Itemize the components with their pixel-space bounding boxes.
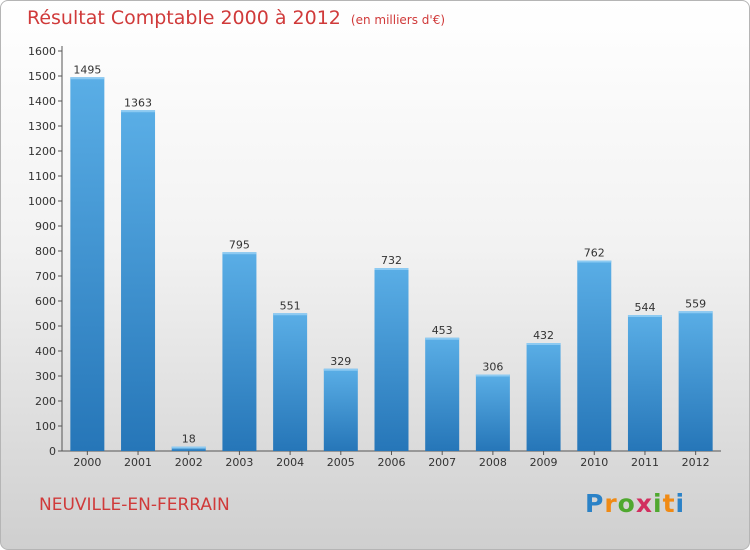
y-tick-label: 800 bbox=[35, 245, 56, 258]
bar-highlight bbox=[70, 77, 105, 80]
data-label: 18 bbox=[182, 433, 196, 446]
data-label: 1495 bbox=[73, 63, 101, 76]
x-tick-label: 2004 bbox=[276, 456, 304, 469]
bar-highlight bbox=[222, 252, 257, 255]
x-tick-label: 2009 bbox=[530, 456, 558, 469]
data-label: 732 bbox=[381, 254, 402, 267]
bar bbox=[273, 313, 308, 451]
x-tick-label: 2012 bbox=[682, 456, 710, 469]
y-tick-label: 700 bbox=[35, 270, 56, 283]
x-tick-label: 2000 bbox=[73, 456, 101, 469]
data-label: 551 bbox=[280, 299, 301, 312]
x-tick-label: 2011 bbox=[631, 456, 659, 469]
bar bbox=[526, 343, 561, 451]
y-tick-label: 300 bbox=[35, 370, 56, 383]
y-tick-label: 1300 bbox=[28, 120, 56, 133]
y-tick-label: 900 bbox=[35, 220, 56, 233]
bar bbox=[374, 268, 409, 451]
y-tick-label: 1100 bbox=[28, 170, 56, 183]
data-label: 432 bbox=[533, 329, 554, 342]
bar bbox=[577, 260, 612, 451]
bar bbox=[121, 110, 156, 451]
chart-title: Résultat Comptable 2000 à 2012 (en millie… bbox=[27, 7, 445, 29]
bar bbox=[323, 368, 358, 451]
data-label: 306 bbox=[482, 361, 503, 374]
x-tick-label: 2008 bbox=[479, 456, 507, 469]
bar-highlight bbox=[678, 311, 713, 314]
chart-title-text: Résultat Comptable 2000 à 2012 bbox=[27, 7, 341, 29]
bar-highlight bbox=[323, 368, 358, 371]
y-tick-label: 1000 bbox=[28, 195, 56, 208]
bar bbox=[678, 311, 713, 451]
y-tick-label: 400 bbox=[35, 345, 56, 358]
data-label: 795 bbox=[229, 238, 250, 251]
bar-highlight bbox=[171, 446, 206, 449]
bar bbox=[627, 315, 662, 451]
x-tick-label: 2001 bbox=[124, 456, 152, 469]
bar-highlight bbox=[627, 315, 662, 317]
bar bbox=[222, 252, 257, 451]
bar-highlight bbox=[374, 268, 409, 270]
y-tick-label: 1500 bbox=[28, 70, 56, 83]
y-tick-label: 100 bbox=[35, 420, 56, 433]
bar-highlight bbox=[475, 374, 510, 377]
data-label: 453 bbox=[432, 324, 453, 337]
y-tick-label: 200 bbox=[35, 395, 56, 408]
bar bbox=[475, 374, 510, 451]
bar bbox=[171, 446, 206, 451]
bar bbox=[70, 77, 105, 451]
data-label: 544 bbox=[634, 301, 655, 314]
bar-highlight bbox=[273, 313, 308, 316]
x-tick-label: 2007 bbox=[428, 456, 456, 469]
bar bbox=[425, 337, 460, 451]
y-tick-label: 600 bbox=[35, 295, 56, 308]
bar-highlight bbox=[577, 260, 612, 263]
chart-subtitle: (en milliers d'€) bbox=[350, 13, 446, 27]
data-label: 329 bbox=[330, 355, 351, 368]
x-tick-label: 2010 bbox=[580, 456, 608, 469]
bar-highlight bbox=[425, 337, 460, 340]
y-tick-label: 1200 bbox=[28, 145, 56, 158]
y-tick-label: 1400 bbox=[28, 95, 56, 108]
x-tick-label: 2006 bbox=[378, 456, 406, 469]
x-tick-label: 2002 bbox=[175, 456, 203, 469]
data-label: 1363 bbox=[124, 96, 152, 109]
x-tick-label: 2005 bbox=[327, 456, 355, 469]
bar-highlight bbox=[121, 110, 156, 113]
commune-name: NEUVILLE-EN-FERRAIN bbox=[39, 495, 230, 515]
data-label: 762 bbox=[584, 247, 605, 260]
y-tick-label: 500 bbox=[35, 320, 56, 333]
y-tick-label: 0 bbox=[49, 445, 56, 458]
data-label: 559 bbox=[685, 297, 706, 310]
x-tick-label: 2003 bbox=[225, 456, 253, 469]
y-tick-label: 1600 bbox=[28, 45, 56, 58]
proxiti-logo: Proxiti bbox=[585, 489, 686, 518]
bar-highlight bbox=[526, 343, 561, 345]
